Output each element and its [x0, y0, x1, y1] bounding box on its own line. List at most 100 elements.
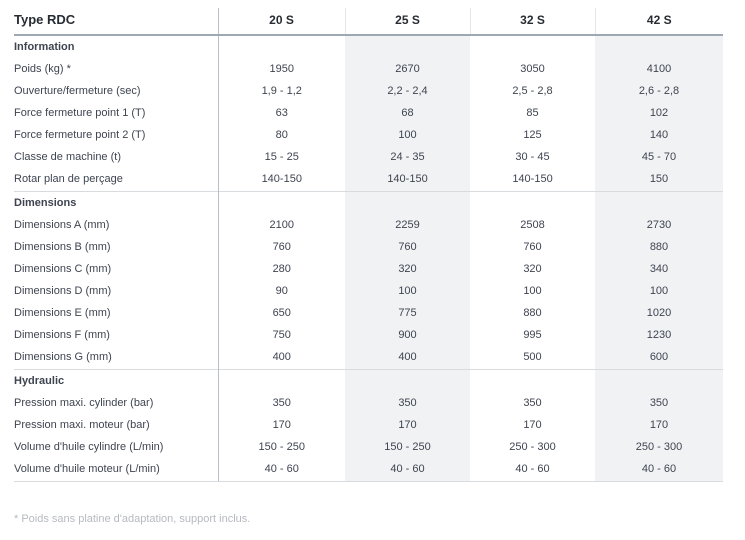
- column-header-25s: 25 S: [344, 8, 470, 36]
- table-row: Classe de machine (t) 15 - 25 24 - 35 30 - …: [14, 147, 723, 169]
- value-cell: 2,5 - 2,8: [512, 85, 553, 97]
- table-header-row: Type RDC 20 S 25 S 32 S 42 S: [14, 8, 723, 36]
- table-row: Volume d'huile cylindre (L/min) 150 - 250…: [14, 437, 723, 459]
- table-row: Poids (kg) * 1950 2670 3050 4100: [14, 59, 723, 81]
- value-cell: 45 - 70: [595, 147, 723, 169]
- value-cell: 30 - 45: [515, 151, 550, 163]
- value-cell: 2730: [595, 215, 723, 237]
- column-header-32s: 32 S: [469, 8, 595, 36]
- value-cell: 760: [345, 237, 470, 259]
- value-cell: 2508: [520, 219, 545, 231]
- value-cell: 320: [523, 263, 542, 275]
- value-cell: 170: [595, 415, 723, 437]
- value-cell: 500: [523, 351, 542, 363]
- section-spacer-cell: [345, 191, 470, 215]
- row-label: Dimensions F (mm): [14, 329, 110, 341]
- value-cell: 2,2 - 2,4: [345, 81, 470, 103]
- section-spacer-cell: [217, 191, 345, 215]
- value-cell: 1,9 - 1,2: [217, 81, 345, 103]
- value-cell: 140-150: [345, 169, 470, 192]
- table-row: Dimensions C (mm) 280 320 320 340: [14, 259, 723, 281]
- section-spacer-cell: [345, 369, 470, 393]
- section-spacer-cell: [470, 35, 595, 59]
- section-title: Dimensions: [14, 191, 218, 215]
- section-spacer-cell: [470, 191, 595, 215]
- value-cell: 600: [595, 347, 723, 370]
- value-cell: 760: [217, 237, 345, 259]
- value-cell: 250 - 300: [509, 441, 556, 453]
- section-header-row: Dimensions: [14, 191, 723, 215]
- value-cell: 170: [345, 415, 470, 437]
- row-label: Poids (kg) *: [14, 63, 71, 75]
- value-cell: 100: [523, 285, 542, 297]
- value-cell: 350: [217, 393, 345, 415]
- value-cell: 85: [526, 107, 539, 119]
- value-cell: 40 - 60: [345, 459, 470, 482]
- section-spacer-cell: [217, 369, 345, 393]
- section-title: Hydraulic: [14, 369, 218, 393]
- value-cell: 100: [595, 281, 723, 303]
- value-cell: 140-150: [217, 169, 345, 192]
- row-label: Dimensions A (mm): [14, 219, 110, 231]
- value-cell: 150 - 250: [345, 437, 470, 459]
- table-row: Ouverture/fermeture (sec) 1,9 - 1,2 2,2 - …: [14, 81, 723, 103]
- section-spacer-cell: [217, 35, 345, 59]
- table-row: Force fermeture point 2 (T) 80 100 125 140: [14, 125, 723, 147]
- table-row: Volume d'huile moteur (L/min) 40 - 60 40 -…: [14, 459, 723, 482]
- row-label: Dimensions E (mm): [14, 307, 111, 319]
- value-cell: 150 - 250: [217, 437, 345, 459]
- section-header-row: Hydraulic: [14, 369, 723, 393]
- value-cell: 900: [345, 325, 470, 347]
- value-cell: 125: [523, 129, 542, 141]
- row-label: Rotar plan de perçage: [14, 173, 123, 185]
- section-spacer-cell: [595, 35, 723, 59]
- table-row: Pression maxi. cylinder (bar) 350 350 350 35…: [14, 393, 723, 415]
- value-cell: 250 - 300: [595, 437, 723, 459]
- value-cell: 40 - 60: [595, 459, 723, 482]
- table-row: Pression maxi. moteur (bar) 170 170 170 170: [14, 415, 723, 437]
- value-cell: 40 - 60: [470, 459, 595, 482]
- value-cell: 340: [595, 259, 723, 281]
- value-cell: 995: [523, 329, 542, 341]
- value-cell: 350: [345, 393, 470, 415]
- value-cell: 68: [345, 103, 470, 125]
- row-label: Force fermeture point 1 (T): [14, 107, 146, 119]
- value-cell: 140-150: [512, 173, 553, 185]
- value-cell: 1020: [595, 303, 723, 325]
- table-row: Rotar plan de perçage 140-150 140-150 140-1…: [14, 169, 723, 192]
- value-cell: 760: [523, 241, 542, 253]
- value-cell: 650: [217, 303, 345, 325]
- footnote: * Poids sans platine d'adaptation, suppo…: [14, 513, 251, 525]
- row-label: Volume d'huile moteur (L/min): [14, 459, 218, 482]
- row-label: Dimensions B (mm): [14, 241, 111, 253]
- value-cell: 880: [595, 237, 723, 259]
- table-row: Dimensions A (mm) 2100 2259 2508 2730: [14, 215, 723, 237]
- value-cell: 170: [523, 419, 542, 431]
- value-cell: 170: [217, 415, 345, 437]
- table-row: Dimensions E (mm) 650 775 880 1020: [14, 303, 723, 325]
- value-cell: 140: [595, 125, 723, 147]
- value-cell: 350: [595, 393, 723, 415]
- value-cell: 320: [345, 259, 470, 281]
- value-cell: 880: [523, 307, 542, 319]
- value-cell: 2,6 - 2,8: [595, 81, 723, 103]
- row-label: Volume d'huile cylindre (L/min): [14, 441, 164, 453]
- value-cell: 400: [345, 347, 470, 370]
- value-cell: 80: [217, 125, 345, 147]
- value-cell: 63: [217, 103, 345, 125]
- value-cell: 775: [345, 303, 470, 325]
- table-row: Force fermeture point 1 (T) 63 68 85 102: [14, 103, 723, 125]
- value-cell: 3050: [520, 63, 545, 75]
- section-spacer-cell: [595, 369, 723, 393]
- section-header-row: Information: [14, 35, 723, 59]
- value-cell: 24 - 35: [345, 147, 470, 169]
- section-spacer-cell: [595, 191, 723, 215]
- value-cell: 90: [217, 281, 345, 303]
- table-row: Dimensions F (mm) 750 900 995 1230: [14, 325, 723, 347]
- column-header-20s: 20 S: [217, 8, 345, 36]
- value-cell: 2670: [345, 59, 470, 81]
- row-label: Pression maxi. cylinder (bar): [14, 397, 154, 409]
- value-cell: 40 - 60: [217, 459, 345, 482]
- row-label: Force fermeture point 2 (T): [14, 129, 146, 141]
